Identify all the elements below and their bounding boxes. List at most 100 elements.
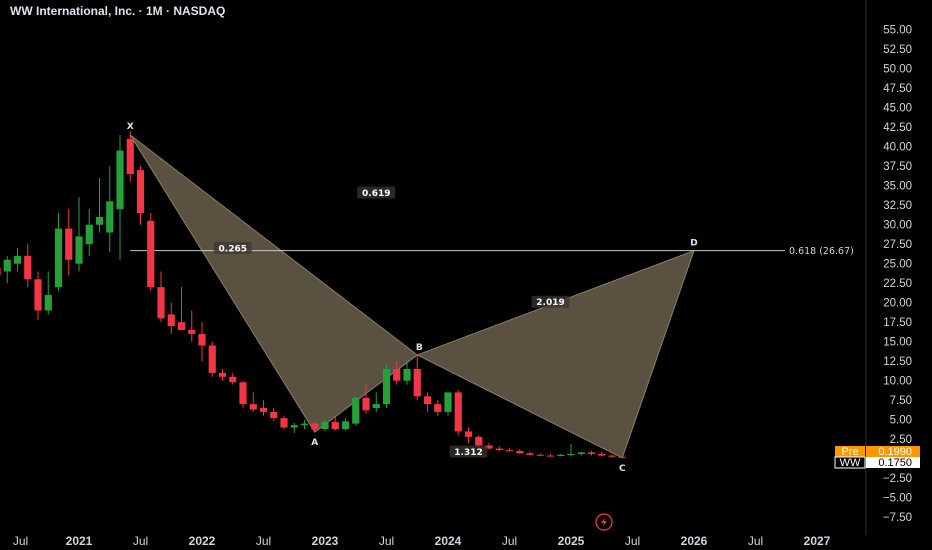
candle-body bbox=[526, 453, 534, 455]
pattern-point-d: D bbox=[690, 239, 697, 249]
x-tick-label: 2022 bbox=[189, 534, 216, 548]
x-tick-label: 2024 bbox=[435, 534, 462, 548]
y-tick-label: 30.00 bbox=[883, 220, 912, 232]
candle bbox=[341, 418, 350, 431]
candle bbox=[239, 380, 247, 408]
candle bbox=[106, 166, 114, 252]
y-tick-label: 27.50 bbox=[883, 239, 912, 251]
y-tick-label: −5.00 bbox=[883, 493, 912, 505]
candle-body bbox=[65, 228, 73, 260]
harmonic-pattern[interactable] bbox=[129, 134, 695, 459]
candle-body bbox=[423, 396, 432, 405]
candlestick-series bbox=[0, 131, 626, 458]
candle bbox=[24, 244, 32, 288]
candle-body bbox=[54, 228, 63, 288]
candle bbox=[434, 400, 442, 416]
candle bbox=[249, 392, 257, 412]
y-tick-label: 5.00 bbox=[890, 415, 912, 427]
candle bbox=[208, 341, 216, 377]
candle bbox=[75, 197, 83, 272]
candle bbox=[259, 400, 268, 416]
x-tick-label: Jul bbox=[625, 534, 640, 548]
pattern-triangle-xab[interactable] bbox=[129, 134, 419, 433]
candle bbox=[423, 392, 432, 412]
x-tick-label: Jul bbox=[133, 534, 148, 548]
candle bbox=[454, 390, 462, 436]
candle-body bbox=[475, 436, 483, 446]
price-badge-ww: WW 0.1750 bbox=[834, 456, 920, 469]
candle bbox=[516, 449, 524, 455]
candle bbox=[116, 135, 124, 260]
candle-body bbox=[0, 267, 1, 276]
ratio-box bbox=[213, 241, 252, 254]
svg-text:0.1750: 0.1750 bbox=[878, 457, 912, 469]
candle-body bbox=[106, 201, 114, 233]
candle bbox=[198, 322, 206, 362]
candle bbox=[464, 427, 473, 444]
candle bbox=[3, 255, 11, 284]
candle-body bbox=[24, 255, 32, 280]
y-tick-label: 15.00 bbox=[883, 337, 912, 349]
candle bbox=[393, 361, 401, 385]
candle-body bbox=[598, 454, 606, 456]
candle-body bbox=[95, 216, 104, 225]
candle bbox=[147, 213, 155, 291]
candle bbox=[13, 248, 22, 272]
candle-body bbox=[557, 454, 565, 456]
candle-body bbox=[34, 279, 42, 311]
candle bbox=[229, 372, 237, 385]
y-tick-label: 2.50 bbox=[890, 434, 912, 446]
y-tick-label: 12.50 bbox=[883, 356, 912, 368]
price-badge-pre: Pre 0.1990 bbox=[835, 446, 920, 458]
candle bbox=[280, 415, 288, 430]
candle bbox=[485, 443, 493, 450]
pattern-labels: X A B C D 0.619 0.265 2.019 1.312 bbox=[127, 122, 698, 474]
candle-body bbox=[85, 224, 93, 245]
y-tick-label: 40.00 bbox=[883, 142, 912, 154]
pattern-point-c: C bbox=[619, 464, 626, 474]
ratio-label: 0.619 bbox=[362, 189, 390, 199]
y-tick-label: 32.50 bbox=[883, 200, 912, 212]
y-tick-label: 35.00 bbox=[883, 181, 912, 193]
svg-text:WW: WW bbox=[840, 457, 861, 469]
y-tick-label: 52.50 bbox=[883, 44, 912, 56]
candle-body bbox=[44, 294, 52, 311]
y-tick-label: 50.00 bbox=[883, 64, 912, 76]
y-tick-label: 55.00 bbox=[883, 25, 912, 37]
candle-body bbox=[341, 421, 350, 430]
x-tick-label: 2027 bbox=[804, 534, 831, 548]
candle-body bbox=[188, 330, 196, 334]
candle bbox=[270, 408, 278, 422]
candle bbox=[362, 384, 370, 414]
ratio-label: 1.312 bbox=[454, 448, 482, 458]
candle bbox=[403, 361, 411, 385]
pattern-point-b: B bbox=[416, 343, 423, 353]
candle bbox=[177, 287, 186, 330]
time-axis[interactable]: Jul 2021 Jul 2022 Jul 2023 Jul 2024 Jul 2025 Jul 20… bbox=[13, 534, 831, 548]
candle bbox=[495, 446, 503, 451]
x-tick-label: 2025 bbox=[558, 534, 585, 548]
candle bbox=[352, 396, 360, 426]
candle-body bbox=[218, 372, 227, 377]
svg-text:0.1990: 0.1990 bbox=[878, 446, 912, 458]
candle-body bbox=[239, 382, 247, 405]
candle bbox=[526, 451, 534, 456]
x-tick-label: 2026 bbox=[681, 534, 708, 548]
y-tick-label: 7.50 bbox=[890, 395, 912, 407]
candle-body bbox=[147, 220, 155, 288]
lightning-icon[interactable] bbox=[595, 513, 613, 531]
candle-body bbox=[270, 411, 278, 419]
candle-body bbox=[362, 397, 370, 411]
x-tick-label: 2023 bbox=[312, 534, 339, 548]
candle bbox=[536, 453, 544, 457]
candle-body bbox=[382, 369, 391, 405]
candle-body bbox=[116, 150, 124, 210]
x-tick-label: Jul bbox=[256, 534, 271, 548]
candle-body bbox=[516, 450, 524, 454]
candle-body bbox=[413, 369, 421, 397]
candle-body bbox=[495, 448, 503, 451]
candle bbox=[300, 419, 309, 430]
x-tick-label: Jul bbox=[502, 534, 517, 548]
candle bbox=[44, 271, 52, 315]
